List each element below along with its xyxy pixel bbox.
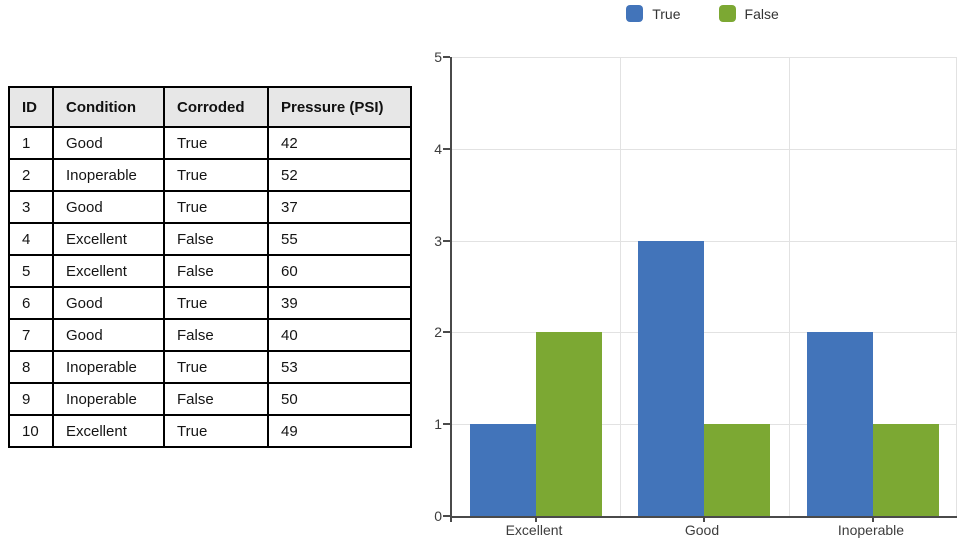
chart-plot-area — [443, 56, 957, 522]
cell-condition: Excellent — [52, 414, 165, 448]
cell-pressure: 52 — [267, 158, 412, 192]
table-row: 5 Excellent False 60 — [8, 254, 412, 288]
y-axis-tick — [443, 423, 450, 426]
y-axis-tick — [443, 56, 450, 58]
cell-corroded: False — [163, 382, 269, 416]
table-row: 2 Inoperable True 52 — [8, 158, 412, 192]
table-row: 7 Good False 40 — [8, 318, 412, 352]
cell-corroded: True — [163, 158, 269, 192]
legend-swatch-true-icon — [626, 5, 644, 22]
cell-pressure: 53 — [267, 350, 412, 384]
cell-id: 2 — [8, 158, 54, 192]
legend-label-true: True — [652, 5, 681, 22]
cell-condition: Inoperable — [52, 350, 165, 384]
bar-good-true — [638, 240, 704, 516]
cell-condition: Excellent — [52, 254, 165, 288]
cell-condition: Good — [52, 286, 165, 320]
y-axis-tick — [443, 331, 450, 334]
cell-pressure: 42 — [267, 126, 412, 160]
table-row: 4 Excellent False 55 — [8, 222, 412, 256]
cell-condition: Inoperable — [52, 158, 165, 192]
gridline-horizontal — [452, 148, 957, 150]
cell-corroded: True — [163, 350, 269, 384]
cell-corroded: False — [163, 318, 269, 352]
table-row: 8 Inoperable True 53 — [8, 350, 412, 384]
y-axis-tick — [443, 147, 450, 150]
x-category-label-excellent: Excellent — [505, 522, 563, 538]
cell-pressure: 37 — [267, 190, 412, 224]
cell-pressure: 60 — [267, 254, 412, 288]
bar-excellent-false — [536, 332, 602, 516]
cell-condition: Good — [52, 126, 165, 160]
gridline-horizontal — [452, 332, 957, 334]
legend-swatch-false-icon — [718, 5, 736, 22]
y-axis-tick — [443, 239, 450, 242]
pipes-data-table: ID Condition Corroded Pressure (PSI) 1 G… — [8, 86, 412, 448]
cell-id: 8 — [8, 350, 54, 384]
cell-corroded: False — [163, 254, 269, 288]
cell-id: 4 — [8, 222, 54, 256]
legend-label-false: False — [744, 5, 779, 22]
x-axis-tick — [450, 516, 452, 522]
cell-condition: Excellent — [52, 222, 165, 256]
table-row: 6 Good True 39 — [8, 286, 412, 320]
y-tick-label-2: 2 — [434, 324, 442, 340]
table-header-row: ID Condition Corroded Pressure (PSI) — [8, 86, 412, 128]
header-cell-id: ID — [8, 86, 54, 128]
cell-pressure: 39 — [267, 286, 412, 320]
header-cell-pressure: Pressure (PSI) — [267, 86, 412, 128]
y-tick-label-4: 4 — [434, 141, 442, 157]
cell-corroded: True — [163, 190, 269, 224]
cell-pressure: 55 — [267, 222, 412, 256]
cell-corroded: True — [163, 126, 269, 160]
gridline-horizontal — [452, 240, 957, 242]
table-row: 3 Good True 37 — [8, 190, 412, 224]
gridline-vertical — [788, 57, 790, 516]
gridline-vertical — [620, 57, 622, 516]
legend-item-true: True — [626, 5, 681, 22]
cell-id: 5 — [8, 254, 54, 288]
bar-inoperable-false — [873, 424, 939, 516]
cell-condition: Good — [52, 190, 165, 224]
x-axis-tick — [535, 516, 537, 522]
y-tick-label-0: 0 — [434, 508, 442, 524]
cell-id: 10 — [8, 414, 54, 448]
cell-corroded: True — [163, 414, 269, 448]
cell-id: 3 — [8, 190, 54, 224]
x-axis-tick — [872, 516, 874, 522]
y-axis-tick — [443, 515, 450, 517]
cell-corroded: True — [163, 286, 269, 320]
x-category-label-inoperable: Inoperable — [837, 522, 905, 538]
header-cell-condition: Condition — [52, 86, 165, 128]
cell-id: 7 — [8, 318, 54, 352]
bar-excellent-true — [470, 424, 536, 516]
cell-pressure: 50 — [267, 382, 412, 416]
gridline-horizontal — [452, 57, 957, 58]
cell-id: 9 — [8, 382, 54, 416]
cell-condition: Inoperable — [52, 382, 165, 416]
cell-condition: Good — [52, 318, 165, 352]
bar-good-false — [704, 424, 770, 516]
table-row: 9 Inoperable False 50 — [8, 382, 412, 416]
cell-pressure: 40 — [267, 318, 412, 352]
x-category-label-good: Good — [684, 522, 720, 538]
cell-pressure: 49 — [267, 414, 412, 448]
y-tick-label-3: 3 — [434, 233, 442, 249]
table-row: 1 Good True 42 — [8, 126, 412, 160]
cell-corroded: False — [163, 222, 269, 256]
table-row: 10 Excellent True 49 — [8, 414, 412, 448]
cell-id: 1 — [8, 126, 54, 160]
legend-item-false: False — [718, 5, 779, 22]
y-tick-label-5: 5 — [434, 49, 442, 65]
gridline-vertical — [956, 57, 957, 516]
y-tick-label-1: 1 — [434, 416, 442, 432]
x-axis-tick — [703, 516, 705, 522]
cell-id: 6 — [8, 286, 54, 320]
header-cell-corroded: Corroded — [163, 86, 269, 128]
bar-inoperable-true — [807, 332, 873, 516]
chart-legend: True False — [450, 5, 955, 22]
